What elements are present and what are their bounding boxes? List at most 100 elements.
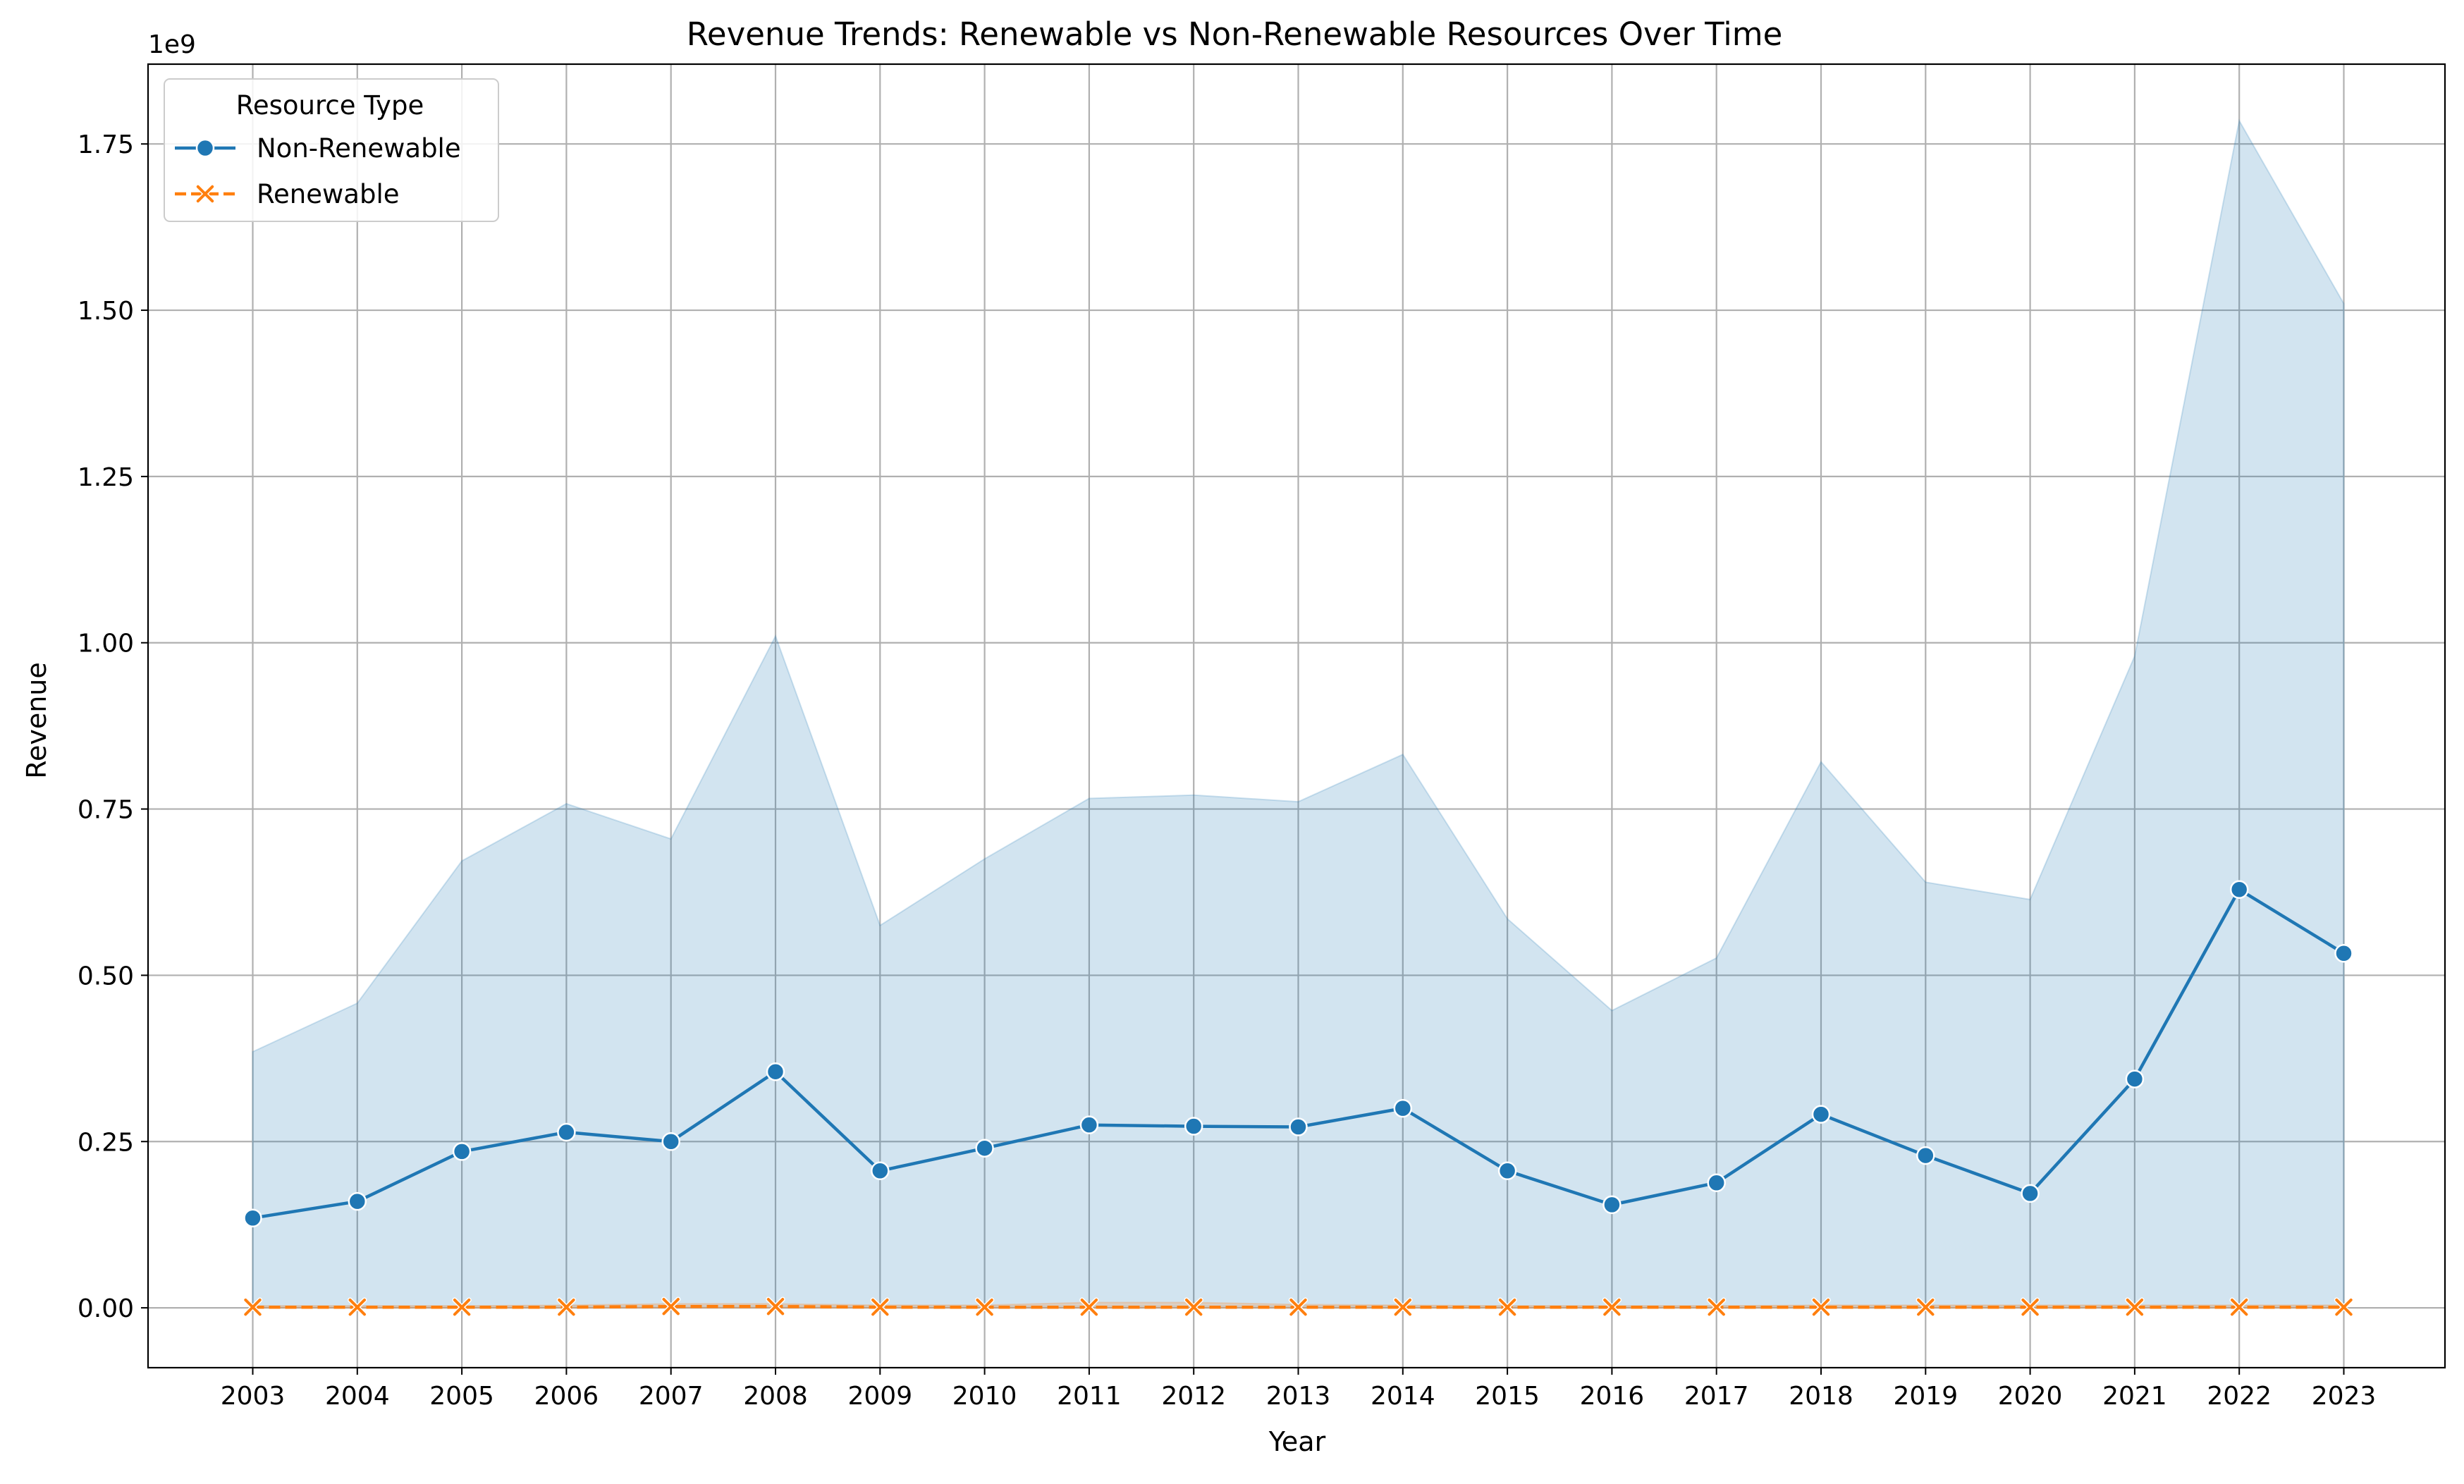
marker-cross bbox=[1603, 1298, 1621, 1316]
x-tick-label: 2022 bbox=[2207, 1382, 2272, 1411]
data-point bbox=[1916, 1297, 1935, 1317]
data-point bbox=[1079, 1115, 1099, 1134]
data-point bbox=[661, 1132, 680, 1151]
data-point bbox=[2020, 1297, 2040, 1317]
x-tick-label: 2016 bbox=[1580, 1382, 1645, 1411]
x-tick-label: 2023 bbox=[2312, 1382, 2377, 1411]
marker-cross bbox=[766, 1298, 785, 1316]
y-tick-label: 1.50 bbox=[78, 297, 134, 326]
data-point bbox=[1497, 1161, 1517, 1181]
data-point bbox=[348, 1191, 367, 1211]
legend-marker bbox=[195, 138, 215, 158]
legend-title: Resource Type bbox=[236, 90, 424, 121]
x-tick-label: 2018 bbox=[1789, 1382, 1853, 1411]
x-tick-label: 2010 bbox=[952, 1382, 1017, 1411]
x-tick-label: 2011 bbox=[1057, 1382, 1122, 1411]
data-point bbox=[1393, 1297, 1413, 1317]
data-point bbox=[1811, 1105, 1831, 1124]
data-point bbox=[1289, 1117, 1308, 1136]
data-point bbox=[1184, 1117, 1203, 1136]
data-point bbox=[975, 1139, 994, 1158]
marker-cross bbox=[2021, 1298, 2039, 1316]
marker-cross bbox=[1498, 1298, 1516, 1316]
marker-cross bbox=[2126, 1298, 2144, 1316]
x-tick-label: 2009 bbox=[847, 1382, 912, 1411]
y-tick-label: 0.75 bbox=[78, 796, 134, 825]
data-point bbox=[1707, 1297, 1727, 1317]
marker-cross bbox=[1185, 1298, 1203, 1316]
x-tick-label: 2013 bbox=[1266, 1382, 1331, 1411]
marker-cross bbox=[871, 1298, 889, 1316]
data-point bbox=[1602, 1297, 1622, 1317]
axes: 2003 2004 2005 2006 2007 2008 2009 2010 2011 2012… bbox=[78, 63, 2446, 1411]
data-point bbox=[1916, 1146, 1935, 1165]
data-point bbox=[2334, 944, 2353, 963]
data-point bbox=[2229, 1297, 2249, 1317]
marker-cross bbox=[1812, 1298, 1830, 1316]
data-point bbox=[974, 1297, 995, 1317]
data-point bbox=[1288, 1297, 1308, 1317]
marker-cross bbox=[348, 1298, 366, 1316]
y-tick-label: 1.25 bbox=[78, 463, 134, 492]
legend-label: Non-Renewable bbox=[257, 133, 461, 164]
data-point bbox=[1393, 1098, 1413, 1118]
x-tick-label: 2015 bbox=[1475, 1382, 1540, 1411]
y-tick-label: 1.00 bbox=[78, 630, 134, 658]
data-point bbox=[2334, 1297, 2354, 1317]
data-point bbox=[766, 1296, 785, 1316]
marker-cross bbox=[2335, 1298, 2353, 1316]
data-point bbox=[243, 1208, 262, 1227]
marker-cross bbox=[2231, 1298, 2248, 1316]
marker-cross bbox=[196, 185, 214, 203]
x-tick-label: 2005 bbox=[429, 1382, 494, 1411]
data-point bbox=[871, 1161, 890, 1181]
data-point bbox=[661, 1296, 681, 1316]
marker-cross bbox=[1080, 1298, 1098, 1316]
marker-cross bbox=[1708, 1298, 1725, 1316]
data-point bbox=[243, 1297, 263, 1317]
legend-label: Renewable bbox=[257, 179, 400, 209]
y-axis-title: Revenue bbox=[21, 662, 52, 779]
marker-cross bbox=[1394, 1298, 1411, 1316]
y-tick-label: 1.75 bbox=[78, 130, 134, 159]
legend-marker bbox=[195, 184, 215, 204]
data-point bbox=[870, 1297, 890, 1317]
x-tick-label: 2004 bbox=[325, 1382, 390, 1411]
data-point bbox=[2125, 1297, 2145, 1317]
x-tick-label: 2020 bbox=[1998, 1382, 2063, 1411]
data-point bbox=[1602, 1195, 1622, 1215]
data-point bbox=[452, 1297, 472, 1317]
marker-cross bbox=[244, 1298, 262, 1316]
x-tick-label: 2021 bbox=[2102, 1382, 2167, 1411]
x-tick-label: 2003 bbox=[221, 1382, 286, 1411]
data-point bbox=[452, 1142, 472, 1161]
y-tick-label: 0.25 bbox=[78, 1128, 134, 1157]
y-tick-label: 0.00 bbox=[78, 1294, 134, 1323]
data-point bbox=[2021, 1184, 2040, 1203]
data-point bbox=[1497, 1297, 1517, 1317]
x-tick-label: 2012 bbox=[1161, 1382, 1226, 1411]
marker-cross bbox=[1289, 1298, 1307, 1316]
x-tick-label: 2007 bbox=[639, 1382, 704, 1411]
data-point bbox=[557, 1122, 576, 1142]
y-tick-label: 0.50 bbox=[78, 962, 134, 991]
marker-cross bbox=[1917, 1298, 1935, 1316]
data-point bbox=[556, 1297, 577, 1317]
x-tick-label: 2019 bbox=[1893, 1382, 1958, 1411]
x-tick-label: 2006 bbox=[534, 1382, 599, 1411]
x-tick-label: 2017 bbox=[1684, 1382, 1749, 1411]
legend: Resource Type Non-Renewable Renewable bbox=[164, 78, 499, 222]
data-point bbox=[2125, 1069, 2145, 1089]
x-axis-title: Year bbox=[1268, 1426, 1326, 1457]
data-point bbox=[1811, 1297, 1831, 1317]
marker-cross bbox=[453, 1298, 471, 1316]
data-point bbox=[766, 1062, 785, 1081]
data-point bbox=[2229, 880, 2249, 899]
data-point bbox=[348, 1297, 367, 1317]
x-tick-label: 2008 bbox=[743, 1382, 808, 1411]
marker-cross bbox=[558, 1298, 575, 1316]
data-point bbox=[1079, 1297, 1099, 1317]
chart-title: Revenue Trends: Renewable vs Non-Renewab… bbox=[687, 16, 1783, 53]
y-axis-offset-label: 1e9 bbox=[148, 30, 196, 59]
